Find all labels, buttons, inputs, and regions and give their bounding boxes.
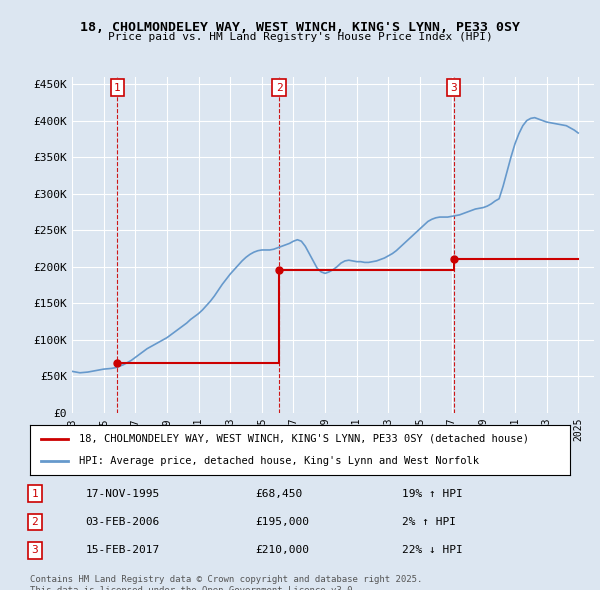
Text: 19% ↑ HPI: 19% ↑ HPI — [401, 489, 462, 499]
Text: 22% ↓ HPI: 22% ↓ HPI — [401, 546, 462, 555]
Text: £68,450: £68,450 — [255, 489, 302, 499]
Text: 1: 1 — [114, 83, 121, 93]
Text: 17-NOV-1995: 17-NOV-1995 — [86, 489, 160, 499]
Text: Price paid vs. HM Land Registry's House Price Index (HPI): Price paid vs. HM Land Registry's House … — [107, 32, 493, 42]
Text: 2: 2 — [32, 517, 38, 527]
Text: 15-FEB-2017: 15-FEB-2017 — [86, 546, 160, 555]
Text: 18, CHOLMONDELEY WAY, WEST WINCH, KING'S LYNN, PE33 0SY (detached house): 18, CHOLMONDELEY WAY, WEST WINCH, KING'S… — [79, 434, 529, 444]
Text: 2% ↑ HPI: 2% ↑ HPI — [401, 517, 455, 527]
Text: Contains HM Land Registry data © Crown copyright and database right 2025.
This d: Contains HM Land Registry data © Crown c… — [30, 575, 422, 590]
Text: 03-FEB-2006: 03-FEB-2006 — [86, 517, 160, 527]
Text: 3: 3 — [32, 546, 38, 555]
Text: HPI: Average price, detached house, King's Lynn and West Norfolk: HPI: Average price, detached house, King… — [79, 456, 479, 466]
Text: £195,000: £195,000 — [255, 517, 309, 527]
Text: 2: 2 — [276, 83, 283, 93]
Text: 1: 1 — [32, 489, 38, 499]
Text: 18, CHOLMONDELEY WAY, WEST WINCH, KING'S LYNN, PE33 0SY: 18, CHOLMONDELEY WAY, WEST WINCH, KING'S… — [80, 21, 520, 34]
Text: 3: 3 — [450, 83, 457, 93]
Text: £210,000: £210,000 — [255, 546, 309, 555]
